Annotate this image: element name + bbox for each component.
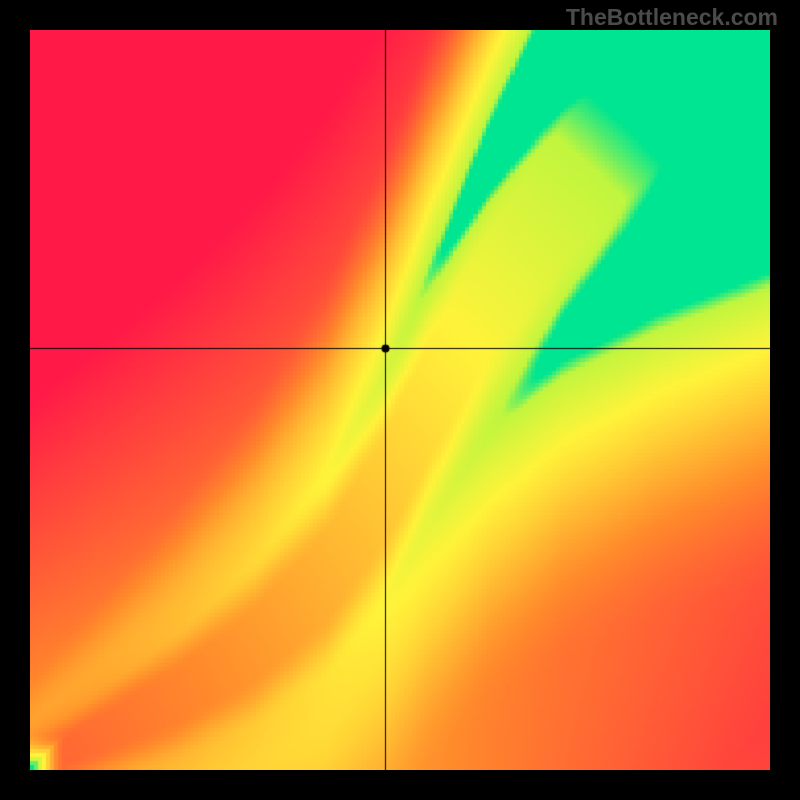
watermark-text: TheBottleneck.com — [566, 4, 778, 31]
chart-container: TheBottleneck.com — [0, 0, 800, 800]
overlay-canvas — [30, 30, 770, 770]
